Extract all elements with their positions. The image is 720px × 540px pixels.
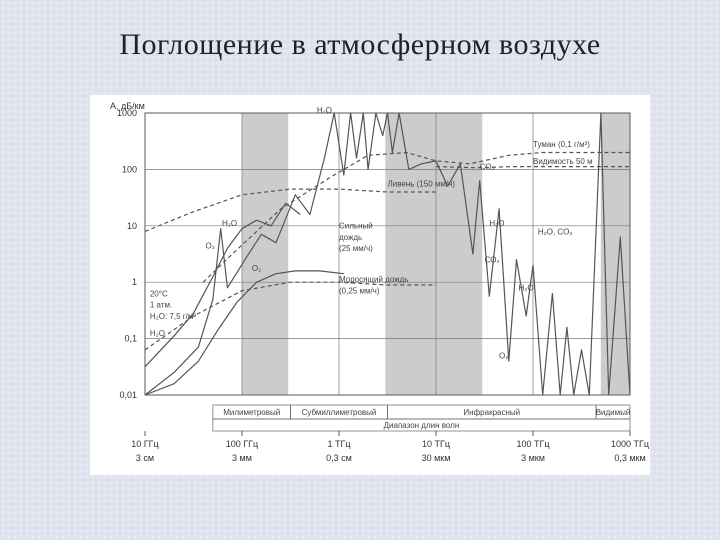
svg-text:1: 1 (132, 277, 137, 287)
svg-text:Инфракрасный: Инфракрасный (463, 408, 520, 417)
svg-text:3 см: 3 см (136, 453, 154, 463)
svg-text:1 атм.: 1 атм. (150, 301, 172, 310)
svg-text:1 ТГц: 1 ТГц (327, 439, 350, 449)
page-title: Поглощение в атмосферном воздухе (0, 28, 720, 62)
svg-text:(25 мм/ч): (25 мм/ч) (339, 244, 373, 253)
svg-text:10: 10 (127, 221, 137, 231)
svg-text:H₂O: H₂O (150, 329, 165, 338)
svg-text:Моросящий дождь: Моросящий дождь (339, 275, 408, 284)
svg-text:O₂: O₂ (499, 351, 508, 360)
svg-text:H₂O: H₂O (518, 284, 533, 293)
svg-text:CO₂: CO₂ (485, 255, 500, 264)
svg-text:H₂O: H₂O (222, 219, 237, 228)
svg-text:1000: 1000 (117, 108, 137, 118)
svg-text:3 мм: 3 мм (232, 453, 252, 463)
svg-text:30 мкм: 30 мкм (422, 453, 451, 463)
svg-text:Диапазон длин волн: Диапазон длин волн (384, 421, 460, 430)
svg-text:10 ГГц: 10 ГГц (131, 439, 158, 449)
svg-text:1000 ТГц: 1000 ТГц (611, 439, 649, 449)
svg-text:Видимый: Видимый (596, 408, 631, 417)
svg-text:дождь: дождь (339, 233, 362, 242)
svg-text:H₂O: H₂O (489, 219, 504, 228)
svg-text:Ливень (150 мм/ч): Ливень (150 мм/ч) (388, 179, 456, 188)
svg-text:H₂O: 7,5 г/м³: H₂O: 7,5 г/м³ (150, 312, 197, 321)
svg-text:H₂O: H₂O (317, 106, 332, 115)
svg-text:0,01: 0,01 (119, 390, 137, 400)
svg-text:10 ТГц: 10 ТГц (422, 439, 450, 449)
absorption-chart: A, дБ/км10001001010,10,01H₂OH₂OO₂O₂Ливен… (90, 95, 650, 475)
svg-text:100: 100 (122, 164, 137, 174)
svg-text:(0,25 мм/ч): (0,25 мм/ч) (339, 286, 380, 295)
svg-text:100 ТГц: 100 ТГц (516, 439, 549, 449)
svg-text:Видимость 50 м: Видимость 50 м (533, 157, 593, 166)
svg-text:0,3 мкм: 0,3 мкм (614, 453, 645, 463)
svg-text:O₂: O₂ (252, 264, 261, 273)
svg-text:0,3 см: 0,3 см (326, 453, 352, 463)
svg-text:20°С: 20°С (150, 289, 168, 298)
svg-text:CO₂: CO₂ (480, 162, 495, 171)
svg-text:O₂: O₂ (206, 241, 215, 250)
svg-text:100 ГГц: 100 ГГц (226, 439, 258, 449)
svg-text:Туман (0,1 г/м³): Туман (0,1 г/м³) (533, 140, 590, 149)
svg-text:0,1: 0,1 (124, 334, 137, 344)
svg-text:3 мкм: 3 мкм (521, 453, 545, 463)
svg-text:Сильный: Сильный (339, 222, 373, 231)
svg-text:Милиметровый: Милиметровый (223, 408, 280, 417)
svg-text:Субмиллиметровый: Субмиллиметровый (302, 408, 377, 417)
svg-text:H₂O, CO₂: H₂O, CO₂ (538, 227, 573, 236)
